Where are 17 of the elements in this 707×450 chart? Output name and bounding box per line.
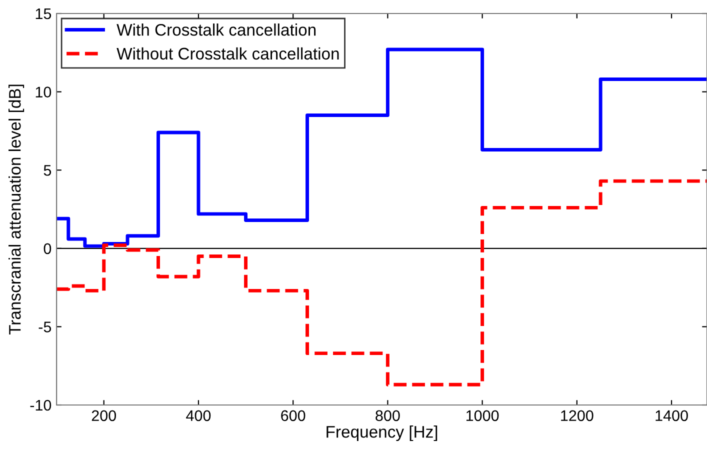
x-tick-label: 1400 bbox=[656, 410, 688, 422]
y-tick-label: 10 bbox=[36, 86, 52, 98]
y-tick-label: -10 bbox=[30, 400, 52, 411]
y-tick-label: -5 bbox=[38, 322, 52, 332]
y-axis-title: Transcranial attenuation level [dB] bbox=[8, 84, 24, 335]
x-axis-title: Frequency [Hz] bbox=[326, 425, 438, 442]
x-tick-label: 200 bbox=[92, 410, 116, 422]
y-tick-label: 15 bbox=[36, 8, 52, 20]
x-tick-label: 1000 bbox=[466, 410, 499, 422]
legend-label: With Crosstalk cancellation bbox=[116, 24, 316, 36]
x-tick-label: 400 bbox=[186, 410, 211, 422]
y-tick-label: 0 bbox=[44, 243, 52, 254]
x-tick-label: 800 bbox=[376, 410, 400, 422]
y-tick-label: 5 bbox=[44, 165, 52, 176]
x-tick-label: 1200 bbox=[561, 410, 594, 422]
x-tick-label: 600 bbox=[281, 410, 306, 422]
legend-label: Without Crosstalk cancellation bbox=[116, 47, 339, 60]
